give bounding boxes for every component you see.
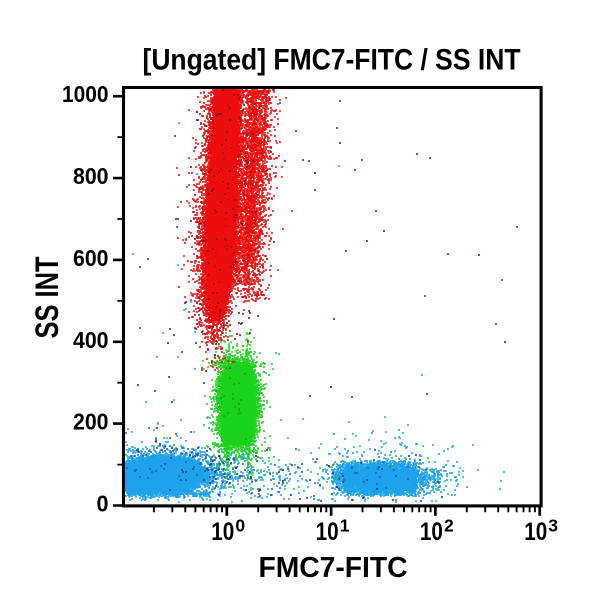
svg-text:1: 1: [340, 516, 350, 536]
svg-text:3: 3: [548, 516, 558, 536]
svg-text:2: 2: [444, 516, 454, 536]
svg-text:10: 10: [316, 518, 339, 546]
svg-text:0: 0: [235, 516, 245, 536]
svg-text:10: 10: [420, 518, 443, 546]
svg-text:200: 200: [73, 409, 109, 435]
svg-text:FMC7-FITC: FMC7-FITC: [259, 552, 408, 584]
svg-text:[Ungated] FMC7-FITC / SS INT: [Ungated] FMC7-FITC / SS INT: [143, 44, 521, 77]
svg-text:SS INT: SS INT: [29, 256, 65, 338]
svg-text:0: 0: [97, 491, 109, 517]
svg-text:10: 10: [211, 518, 234, 546]
svg-text:600: 600: [73, 245, 109, 271]
svg-text:400: 400: [73, 327, 109, 353]
svg-text:1000: 1000: [62, 81, 109, 107]
svg-text:800: 800: [73, 163, 109, 189]
svg-text:10: 10: [524, 518, 547, 546]
